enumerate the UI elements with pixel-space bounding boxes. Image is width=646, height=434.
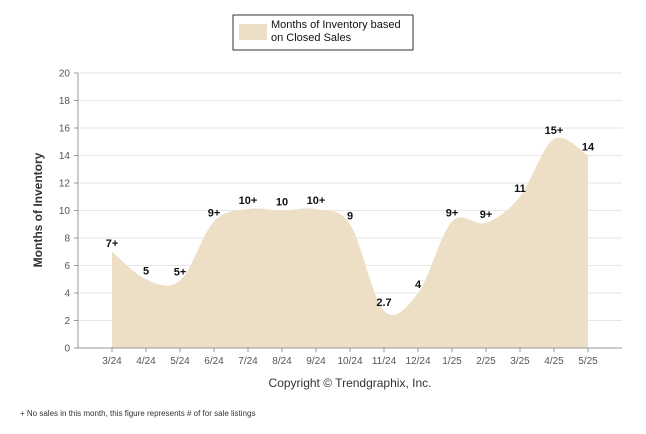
y-tick-label: 18 <box>59 96 71 107</box>
data-label: 5 <box>143 265 149 277</box>
y-axis-title: Months of Inventory <box>31 152 45 267</box>
y-tick-label: 2 <box>64 316 70 327</box>
y-tick-label: 4 <box>64 289 70 300</box>
x-tick-label: 5/25 <box>578 356 598 367</box>
legend: Months of Inventory based on Closed Sale… <box>232 14 414 51</box>
x-tick-label: 6/24 <box>204 356 224 367</box>
footnote-text: + No sales in this month, this figure re… <box>20 409 255 418</box>
x-tick-label: 4/25 <box>544 356 564 367</box>
data-label: 9+ <box>480 209 493 221</box>
y-tick-label: 16 <box>59 124 71 135</box>
x-tick-label: 3/25 <box>510 356 530 367</box>
data-label: 9+ <box>208 208 221 220</box>
x-tick-label: 12/24 <box>405 356 430 367</box>
x-tick-label: 4/24 <box>136 356 156 367</box>
data-label: 10 <box>276 197 288 209</box>
y-tick-label: 12 <box>59 179 71 190</box>
x-tick-label: 7/24 <box>238 356 258 367</box>
x-tick-label: 8/24 <box>272 356 292 367</box>
data-label: 10+ <box>239 195 258 207</box>
y-tick-label: 0 <box>64 344 70 355</box>
data-label: 4 <box>415 279 422 291</box>
legend-entry-line2: on Closed Sales <box>271 32 352 44</box>
x-tick-label: 3/24 <box>102 356 122 367</box>
x-tick-label: 2/25 <box>476 356 496 367</box>
y-tick-label: 20 <box>59 69 71 80</box>
x-tick-label: 11/24 <box>372 356 397 367</box>
legend-entry-line1: Months of Inventory based <box>271 19 401 31</box>
y-tick-label: 14 <box>59 151 71 162</box>
data-label: 14 <box>582 142 595 154</box>
x-tick-labels: 3/24 4/24 5/24 6/24 7/24 8/24 9/24 10/24 11/24 12… <box>102 348 598 367</box>
y-tick-label: 8 <box>64 234 70 245</box>
data-labels: 7+ 5 5+ 9+ 10+ 10 10+ 9 2.7 4 9+ 9+ 11 15+ 14 <box>106 125 595 309</box>
y-tick-label: 6 <box>64 261 70 272</box>
data-label: 2.7 <box>376 297 391 309</box>
data-label: 9+ <box>446 208 459 220</box>
data-label: 7+ <box>106 238 119 250</box>
x-tick-label: 10/24 <box>337 356 362 367</box>
inventory-area <box>112 137 588 348</box>
x-tick-label: 9/24 <box>306 356 326 367</box>
legend-swatch <box>239 24 267 40</box>
y-tick-label: 10 <box>59 206 71 217</box>
x-tick-label: 5/24 <box>170 356 190 367</box>
data-label: 9 <box>347 210 353 222</box>
data-label: 11 <box>514 183 526 195</box>
data-label: 10+ <box>307 195 326 207</box>
data-label: 5+ <box>174 267 187 279</box>
data-label: 15+ <box>545 125 564 137</box>
y-tick-labels: 0 2 4 6 8 10 12 14 16 18 20 <box>59 69 71 355</box>
x-tick-label: 1/25 <box>442 356 462 367</box>
copyright-text: Copyright © Trendgraphix, Inc. <box>269 376 432 390</box>
